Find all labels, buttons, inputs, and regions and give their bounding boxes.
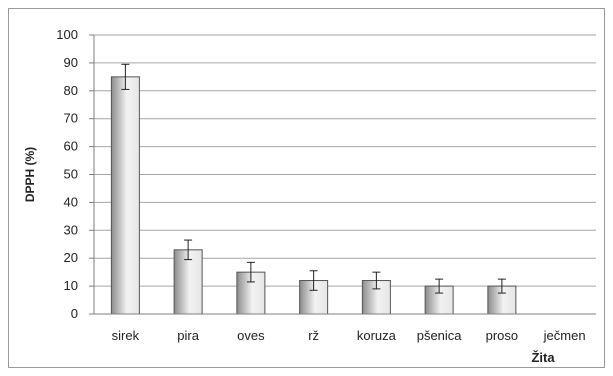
error-bars: [121, 63, 506, 294]
x-axis-title: Žita: [531, 350, 555, 365]
x-tick-label: oves: [237, 328, 265, 343]
x-tick-label: rž: [308, 328, 319, 343]
y-tick-label: 50: [64, 167, 78, 182]
x-tick-label: ječmen: [543, 328, 586, 343]
y-tick-label: 90: [64, 55, 78, 70]
y-tick-label: 40: [64, 194, 78, 209]
y-tick-label: 0: [71, 306, 78, 321]
y-tick-label: 20: [64, 250, 78, 265]
x-tick-label: pšenica: [417, 328, 463, 343]
y-tick-label: 70: [64, 111, 78, 126]
y-tick-label: 10: [64, 278, 78, 293]
y-tick-label: 60: [64, 139, 78, 154]
y-tick-label: 80: [64, 83, 78, 98]
axes: [89, 34, 596, 315]
x-tick-label: sirek: [112, 328, 140, 343]
y-tick-label: 30: [64, 222, 78, 237]
gridlines: [94, 34, 596, 287]
x-tick-label: pira: [177, 328, 199, 343]
x-tick-label: koruza: [357, 328, 397, 343]
y-axis-title: DPPH (%): [23, 147, 37, 202]
x-tick-labels: sirek pira oves rž koruza pšenica proso ječmen: [112, 328, 586, 343]
bar: [110, 76, 140, 315]
x-tick-label: proso: [486, 328, 519, 343]
y-tick-labels: 0 10 20 30 40 50 60 70 80 90 100: [56, 27, 78, 321]
y-tick-label: 100: [56, 27, 78, 42]
